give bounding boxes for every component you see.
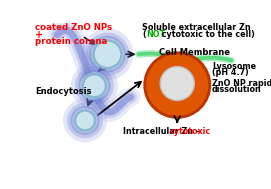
Circle shape [83,74,106,97]
Text: cytotoxic: cytotoxic [169,127,211,136]
Circle shape [91,38,124,70]
Circle shape [160,67,194,100]
Text: NOT: NOT [146,30,165,39]
Circle shape [80,72,108,100]
Text: Endocytosis: Endocytosis [36,87,92,96]
Circle shape [145,53,210,117]
Text: ZnO NP rapid: ZnO NP rapid [212,79,271,88]
Text: (: ( [142,30,146,39]
Text: cytotoxic to the cell): cytotoxic to the cell) [159,30,255,39]
Circle shape [75,110,95,130]
Text: dissolution: dissolution [212,85,262,94]
Circle shape [73,108,98,133]
Text: Cell Membrane: Cell Membrane [159,48,230,57]
Circle shape [93,40,121,68]
Text: Lysosome: Lysosome [212,62,256,71]
Text: protein corona: protein corona [35,36,107,46]
Text: Soluble extracellular Zn: Soluble extracellular Zn [142,23,251,33]
Text: coated ZnO NPs: coated ZnO NPs [35,23,112,33]
Text: (pH 4.7): (pH 4.7) [212,68,249,77]
Text: Intracellular Zn -: Intracellular Zn - [123,127,202,136]
Text: +: + [35,30,43,40]
